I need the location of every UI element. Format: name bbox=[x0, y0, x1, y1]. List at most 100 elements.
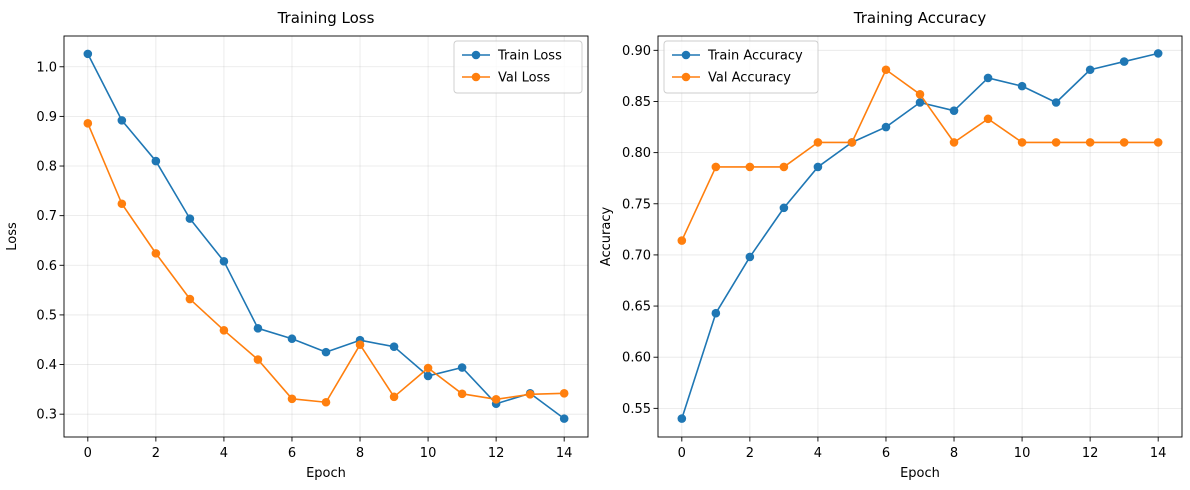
data-point bbox=[219, 257, 229, 266]
x-tick-label: 4 bbox=[814, 446, 822, 461]
series-train-accuracy bbox=[677, 49, 1163, 423]
x-tick-label: 2 bbox=[152, 446, 160, 461]
x-tick-label: 12 bbox=[1082, 446, 1099, 461]
legend: Train Loss Val Loss bbox=[453, 40, 583, 94]
grid bbox=[658, 36, 1182, 437]
series-line bbox=[87, 123, 565, 404]
legend-marker bbox=[681, 72, 691, 82]
x-tick-label: 10 bbox=[420, 446, 437, 461]
data-point bbox=[1153, 138, 1163, 147]
data-point bbox=[253, 324, 263, 333]
data-point bbox=[389, 392, 399, 402]
legend-label: Train Accuracy bbox=[707, 49, 803, 64]
data-point bbox=[287, 394, 297, 404]
data-point bbox=[1119, 57, 1129, 66]
data-point bbox=[745, 252, 755, 262]
grid bbox=[64, 36, 588, 437]
data-point bbox=[287, 334, 297, 344]
axes-frame bbox=[63, 35, 589, 438]
data-point bbox=[185, 294, 195, 304]
y-axis-label: Accuracy bbox=[599, 207, 614, 267]
x-tick-label: 4 bbox=[220, 446, 228, 461]
x-tick-label: 14 bbox=[1150, 446, 1167, 461]
data-point bbox=[847, 138, 857, 147]
training-accuracy-chart: Training Accuracy Epoch Accuracy 0 2 4 6 8 10… bbox=[599, 9, 1183, 481]
data-point bbox=[1119, 138, 1129, 147]
data-point bbox=[83, 49, 93, 59]
series-line bbox=[681, 52, 1159, 419]
data-point bbox=[949, 106, 959, 115]
y-tick-label: 0.80 bbox=[622, 146, 651, 161]
data-point bbox=[559, 389, 569, 398]
data-point bbox=[779, 203, 789, 213]
series-val-accuracy bbox=[677, 65, 1163, 245]
data-point bbox=[117, 116, 127, 125]
data-point bbox=[457, 389, 467, 399]
legend-label: Val Accuracy bbox=[708, 71, 791, 86]
data-point bbox=[1017, 138, 1027, 147]
data-point bbox=[949, 138, 959, 147]
legend-label: Train Loss bbox=[497, 49, 562, 64]
data-point bbox=[1017, 81, 1027, 91]
series-val-loss bbox=[83, 119, 569, 407]
data-point bbox=[389, 342, 399, 351]
data-point bbox=[983, 114, 993, 124]
x-tick-label: 0 bbox=[84, 446, 92, 461]
data-point bbox=[423, 363, 433, 373]
y-axis-label: Loss bbox=[5, 222, 20, 251]
data-point bbox=[457, 363, 467, 372]
data-point bbox=[151, 156, 161, 166]
data-point bbox=[711, 308, 721, 318]
data-point bbox=[779, 162, 789, 172]
y-tick-label: 0.6 bbox=[36, 259, 57, 274]
y-tick-label: 0.85 bbox=[622, 95, 651, 110]
y-tick-label: 0.8 bbox=[36, 160, 57, 175]
data-point bbox=[881, 122, 891, 132]
data-point bbox=[1085, 138, 1095, 147]
x-tick-label: 8 bbox=[356, 446, 364, 461]
chart-title: Training Loss bbox=[277, 9, 375, 27]
legend-box bbox=[453, 40, 583, 94]
series-line bbox=[87, 53, 565, 420]
legend: Train Accuracy Val Accuracy bbox=[663, 40, 819, 94]
x-tick-label: 6 bbox=[288, 446, 296, 461]
y-tick-label: 0.5 bbox=[36, 308, 57, 323]
data-point bbox=[813, 138, 823, 147]
data-point bbox=[117, 199, 127, 209]
data-point bbox=[321, 397, 331, 407]
data-point bbox=[83, 119, 93, 128]
y-tick-label: 0.4 bbox=[36, 358, 57, 373]
data-point bbox=[1051, 98, 1061, 107]
x-axis-label: Epoch bbox=[900, 466, 940, 481]
x-tick-label: 6 bbox=[882, 446, 890, 461]
data-point bbox=[423, 371, 433, 381]
data-point bbox=[151, 249, 161, 258]
legend-box bbox=[663, 40, 819, 94]
data-point bbox=[745, 162, 755, 172]
data-point bbox=[185, 214, 195, 223]
y-tick-label: 0.60 bbox=[622, 351, 651, 366]
legend-marker bbox=[471, 72, 481, 82]
y-tick-label: 0.70 bbox=[622, 248, 651, 263]
x-tick-label: 10 bbox=[1014, 446, 1031, 461]
data-point bbox=[1153, 49, 1163, 58]
data-point bbox=[1085, 65, 1095, 75]
legend-marker bbox=[681, 50, 691, 60]
y-tick-label: 0.3 bbox=[36, 408, 57, 423]
chart-title: Training Accuracy bbox=[853, 9, 987, 27]
y-tick-label: 0.7 bbox=[36, 209, 57, 224]
data-point bbox=[677, 414, 687, 423]
axes-frame bbox=[657, 35, 1183, 438]
data-point bbox=[559, 414, 569, 423]
data-point bbox=[881, 65, 891, 75]
data-point bbox=[915, 90, 925, 99]
data-point bbox=[219, 325, 229, 335]
data-point bbox=[813, 162, 823, 172]
data-point bbox=[525, 390, 535, 399]
y-tick-label: 0.65 bbox=[622, 300, 651, 315]
x-tick-label: 12 bbox=[488, 446, 505, 461]
data-point bbox=[321, 347, 331, 357]
y-tick-label: 0.75 bbox=[622, 197, 651, 212]
data-point bbox=[915, 98, 925, 107]
